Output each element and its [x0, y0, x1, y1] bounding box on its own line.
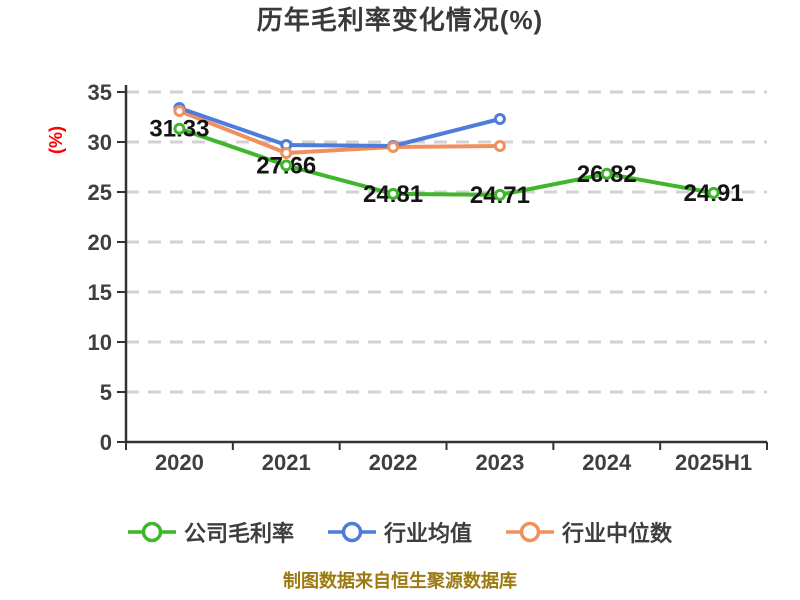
svg-text:2020: 2020 [155, 450, 204, 475]
legend-item-company-gross-margin: 公司毛利率 [127, 516, 294, 548]
legend-item-industry-median: 行业中位数 [506, 516, 672, 548]
svg-text:2024: 2024 [582, 450, 632, 475]
svg-text:2022: 2022 [369, 450, 418, 475]
x-tick-labels: 2020 2021 2022 2023 2024 2025H1 [155, 450, 752, 475]
svg-text:20: 20 [88, 230, 112, 255]
legend-marker-icon [127, 521, 176, 543]
y-axis-label: (%) [46, 126, 66, 154]
series-markers-company-gross-margin [173, 122, 720, 201]
chart-title: 历年毛利率变化情况(%) [256, 5, 544, 35]
svg-text:25: 25 [88, 180, 112, 205]
legend-marker-icon [506, 521, 554, 543]
series-point-labels-company-gross-margin: 31.3327.6624.8124.7126.8224.91 [149, 116, 743, 209]
plot-area: 0 5 10 15 20 25 30 35 2020 2021 2022 2023 2024 2025H1… [46, 80, 768, 475]
svg-text:2023: 2023 [475, 450, 524, 475]
svg-text:0: 0 [100, 430, 112, 455]
legend-label-company-gross-margin: 公司毛利率 [183, 521, 294, 546]
legend-item-industry-mean: 行业均值 [327, 516, 472, 548]
svg-text:15: 15 [88, 280, 112, 305]
series-line-industry-mean [177, 106, 502, 148]
legend-label-industry-median: 行业中位数 [562, 521, 673, 546]
legend-marker-icon [327, 521, 376, 543]
svg-text:10: 10 [88, 330, 112, 355]
svg-text:35: 35 [88, 80, 112, 105]
svg-text:2025H1: 2025H1 [675, 450, 752, 475]
data-source-note: 制图数据来自恒生聚源数据库 [283, 571, 517, 591]
svg-text:30: 30 [88, 130, 112, 155]
legend: 公司毛利率 行业均值 行业中位数 [0, 516, 800, 548]
gridlines [126, 90, 767, 394]
y-tick-labels: 0 5 10 15 20 25 30 35 [88, 80, 112, 455]
series-markers-industry-median [173, 105, 506, 159]
legend-label-industry-mean: 行业均值 [383, 521, 472, 546]
axes [117, 85, 768, 450]
svg-text:5: 5 [100, 380, 112, 405]
series-line-industry-median [177, 109, 502, 155]
svg-text:2021: 2021 [262, 450, 311, 475]
series-line-company-gross-margin [177, 126, 716, 197]
